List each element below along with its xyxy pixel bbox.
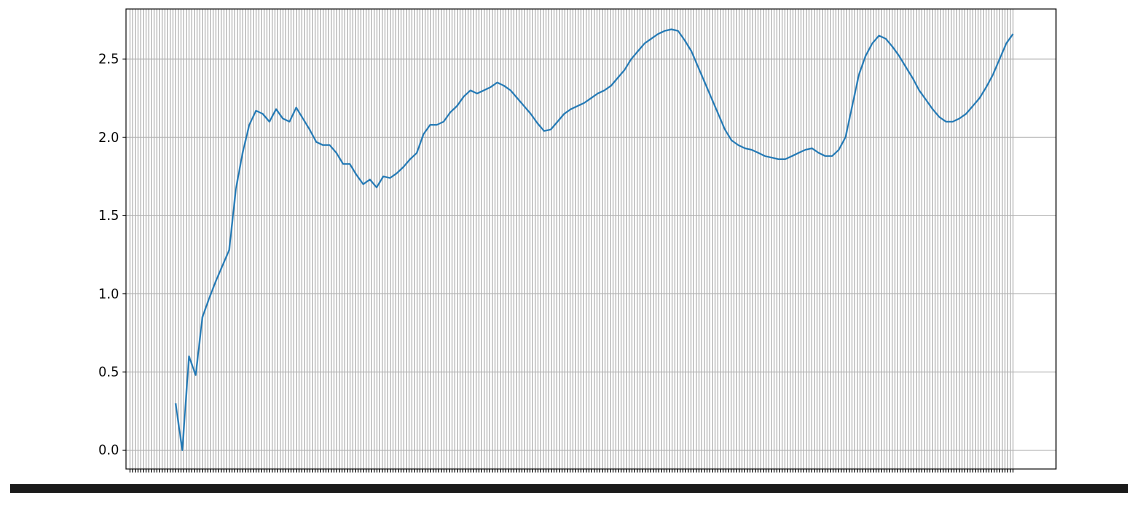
series-layer [174,28,1014,452]
y-tick-label: 0.0 [98,444,119,459]
y-tick-label: 1.0 [98,287,119,302]
y-axis: 0.0 0.5 1.0 1.5 2.0 2.5 [98,53,126,459]
x-grid-lines [129,9,1014,469]
y-tick-label: 1.5 [98,209,119,224]
x-tick-labels-overlapping [10,484,1128,493]
x-axis [10,469,1128,493]
plot-area-frame [125,8,1057,470]
y-tick-label: 0.5 [98,365,119,380]
series-line-0 [174,28,1014,452]
y-tick-label: 2.0 [98,131,119,146]
y-tick-label: 2.5 [98,53,119,68]
